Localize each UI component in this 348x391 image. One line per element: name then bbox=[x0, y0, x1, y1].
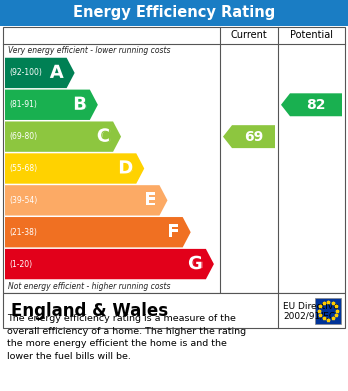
Text: Very energy efficient - lower running costs: Very energy efficient - lower running co… bbox=[8, 46, 171, 55]
Text: Energy Efficiency Rating: Energy Efficiency Rating bbox=[73, 5, 275, 20]
Text: The energy efficiency rating is a measure of the
overall efficiency of a home. T: The energy efficiency rating is a measur… bbox=[7, 314, 246, 361]
Text: England & Wales: England & Wales bbox=[11, 301, 168, 319]
Text: (81-91): (81-91) bbox=[9, 100, 37, 109]
Text: F: F bbox=[167, 223, 180, 241]
Polygon shape bbox=[5, 217, 191, 248]
Text: Not energy efficient - higher running costs: Not energy efficient - higher running co… bbox=[8, 282, 171, 291]
Text: 82: 82 bbox=[306, 98, 326, 112]
Text: D: D bbox=[118, 160, 133, 178]
Text: (69-80): (69-80) bbox=[9, 132, 37, 141]
Text: (1-20): (1-20) bbox=[9, 260, 32, 269]
Text: B: B bbox=[73, 96, 87, 114]
Text: G: G bbox=[188, 255, 203, 273]
Text: F: F bbox=[167, 223, 180, 241]
Text: 2002/91/EC: 2002/91/EC bbox=[283, 311, 335, 320]
Text: (92-100): (92-100) bbox=[9, 68, 42, 77]
Polygon shape bbox=[5, 185, 167, 215]
Polygon shape bbox=[5, 58, 74, 88]
Bar bbox=[3, 27, 345, 293]
Text: D: D bbox=[118, 160, 133, 178]
Text: G: G bbox=[188, 255, 203, 273]
Text: A: A bbox=[50, 64, 64, 82]
Text: EU Directive: EU Directive bbox=[283, 302, 339, 311]
Bar bbox=[3, 293, 345, 328]
Text: Potential: Potential bbox=[290, 30, 333, 41]
Text: (39-54): (39-54) bbox=[9, 196, 37, 205]
Polygon shape bbox=[223, 125, 275, 148]
Polygon shape bbox=[5, 249, 214, 279]
Text: C: C bbox=[97, 127, 110, 145]
Bar bbox=[315, 298, 341, 323]
Text: A: A bbox=[50, 64, 64, 82]
Polygon shape bbox=[5, 153, 144, 184]
Polygon shape bbox=[5, 122, 121, 152]
Text: B: B bbox=[73, 96, 87, 114]
Text: E: E bbox=[144, 191, 157, 209]
Text: Current: Current bbox=[231, 30, 267, 41]
Bar bbox=[0, 0, 348, 26]
Text: 69: 69 bbox=[244, 130, 263, 143]
Text: C: C bbox=[97, 127, 110, 145]
Text: (55-68): (55-68) bbox=[9, 164, 37, 173]
Text: (21-38): (21-38) bbox=[9, 228, 37, 237]
Polygon shape bbox=[5, 90, 98, 120]
Polygon shape bbox=[281, 93, 342, 116]
Text: E: E bbox=[144, 191, 157, 209]
